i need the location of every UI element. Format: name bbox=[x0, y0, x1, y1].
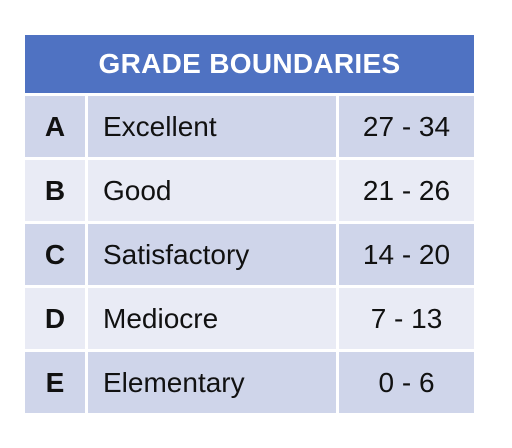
grade-range: 27 - 34 bbox=[336, 93, 474, 159]
grade-label: Mediocre bbox=[85, 285, 338, 351]
table-row: B Good 21 - 26 bbox=[25, 157, 474, 223]
table-header-row: GRADE BOUNDARIES bbox=[25, 35, 474, 95]
table-title: GRADE BOUNDARIES bbox=[25, 35, 474, 95]
grade-letter: C bbox=[25, 221, 87, 287]
grade-label: Excellent bbox=[85, 93, 338, 159]
grade-label: Satisfactory bbox=[85, 221, 338, 287]
table-row: C Satisfactory 14 - 20 bbox=[25, 221, 474, 287]
grade-range: 21 - 26 bbox=[336, 157, 474, 223]
grade-letter: D bbox=[25, 285, 87, 351]
grade-boundaries-table: GRADE BOUNDARIES A Excellent 27 - 34 B G… bbox=[25, 35, 474, 413]
table-row: A Excellent 27 - 34 bbox=[25, 93, 474, 159]
grade-range: 14 - 20 bbox=[336, 221, 474, 287]
grade-range: 7 - 13 bbox=[336, 285, 474, 351]
grade-letter: E bbox=[25, 349, 87, 413]
table-row: E Elementary 0 - 6 bbox=[25, 349, 474, 413]
grade-range: 0 - 6 bbox=[336, 349, 474, 413]
grade-letter: B bbox=[25, 157, 87, 223]
grade-label: Good bbox=[85, 157, 338, 223]
grade-letter: A bbox=[25, 93, 87, 159]
grade-label: Elementary bbox=[85, 349, 338, 413]
table-row: D Mediocre 7 - 13 bbox=[25, 285, 474, 351]
